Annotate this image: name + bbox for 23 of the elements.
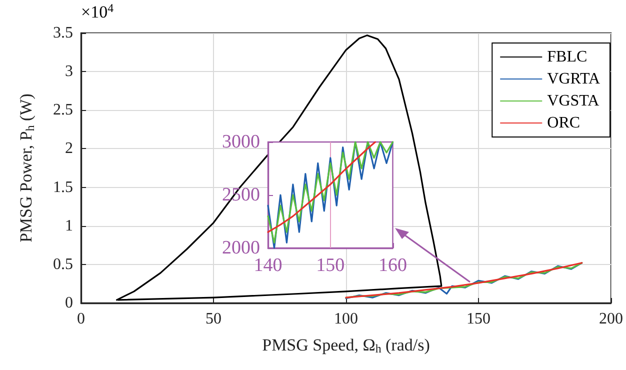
legend-label: ORC (547, 114, 580, 132)
y-tick-label: 2.5 (53, 102, 73, 119)
x-tick-label: 50 (206, 310, 222, 328)
legend-label: FBLC (547, 48, 588, 66)
line-series (116, 34, 442, 301)
y-tick-label: 0 (65, 294, 73, 312)
y-tick-label: 2 (65, 140, 73, 158)
legend-label: VGSTA (547, 92, 600, 110)
y-tick-label: 1.5 (53, 178, 73, 196)
x-tick-label: 200 (599, 310, 623, 328)
y-tick-label: 3.5 (53, 24, 73, 42)
x-tick-label: 160 (378, 255, 407, 276)
y-tick-label: 3000 (222, 132, 260, 152)
y-tick-label: 0.5 (53, 256, 73, 273)
legend-label: VGRTA (547, 70, 600, 88)
x-tick-label: 0 (77, 310, 85, 328)
y-axis-title: PMSG Power, Ph (W) (16, 94, 37, 242)
x-tick-label: 150 (466, 310, 490, 328)
x-tick-label: 100 (334, 310, 358, 328)
y-tick-label: 1 (65, 217, 73, 234)
line-series (267, 141, 376, 233)
x-tick-label: 150 (316, 255, 345, 276)
y-tick-label: 3 (65, 63, 73, 80)
